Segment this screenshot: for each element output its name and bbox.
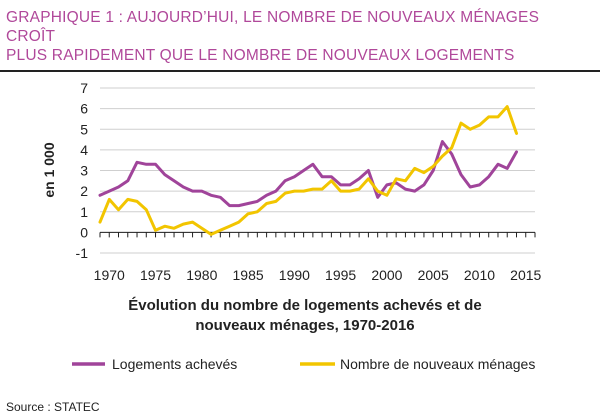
legend-label: Nombre de nouveaux ménages — [340, 356, 535, 372]
x-tick-label: 1985 — [233, 267, 264, 283]
x-tick-label: 1980 — [186, 267, 217, 283]
series-line-nouveaux-menages — [98, 105, 518, 236]
y-tick-label: 6 — [80, 101, 88, 117]
y-axis-label: en 1 000 — [41, 142, 57, 197]
x-tick-label: 2015 — [510, 267, 541, 283]
title-line-2: PLUS RAPIDEMENT QUE LE NOMBRE DE NOUVEAU… — [6, 47, 515, 64]
chart-subtitle-line-2: nouveaux ménages, 1970-2016 — [195, 317, 414, 334]
title-divider — [0, 70, 600, 72]
x-tick-label: 2005 — [418, 267, 449, 283]
y-tick-label: 5 — [80, 121, 88, 137]
y-tick-label: 4 — [80, 142, 88, 158]
legend-label: Logements achevés — [112, 356, 237, 372]
y-tick-label: 3 — [80, 163, 88, 179]
x-tick-label: 1975 — [140, 267, 171, 283]
y-tick-label: 2 — [80, 183, 88, 199]
y-tick-label: 0 — [80, 224, 88, 240]
y-tick-label: 1 — [80, 204, 88, 220]
x-tick-label: 1970 — [94, 267, 125, 283]
x-tick-label: 1990 — [279, 267, 310, 283]
chart-title: GRAPHIQUE 1 : AUJOURD’HUI, LE NOMBRE DE … — [6, 8, 586, 65]
title-line-1: GRAPHIQUE 1 : AUJOURD’HUI, LE NOMBRE DE … — [6, 9, 540, 45]
y-tick-label: -1 — [76, 245, 89, 261]
y-tick-label: 7 — [80, 80, 88, 96]
source-note: Source : STATEC — [6, 400, 100, 414]
x-tick-label: 2000 — [371, 267, 402, 283]
series-line-logements-acheves — [98, 140, 518, 208]
chart-subtitle-line-1: Évolution du nombre de logements achevés… — [128, 297, 481, 314]
x-tick-label: 2010 — [464, 267, 495, 283]
x-tick-label: 1995 — [325, 267, 356, 283]
